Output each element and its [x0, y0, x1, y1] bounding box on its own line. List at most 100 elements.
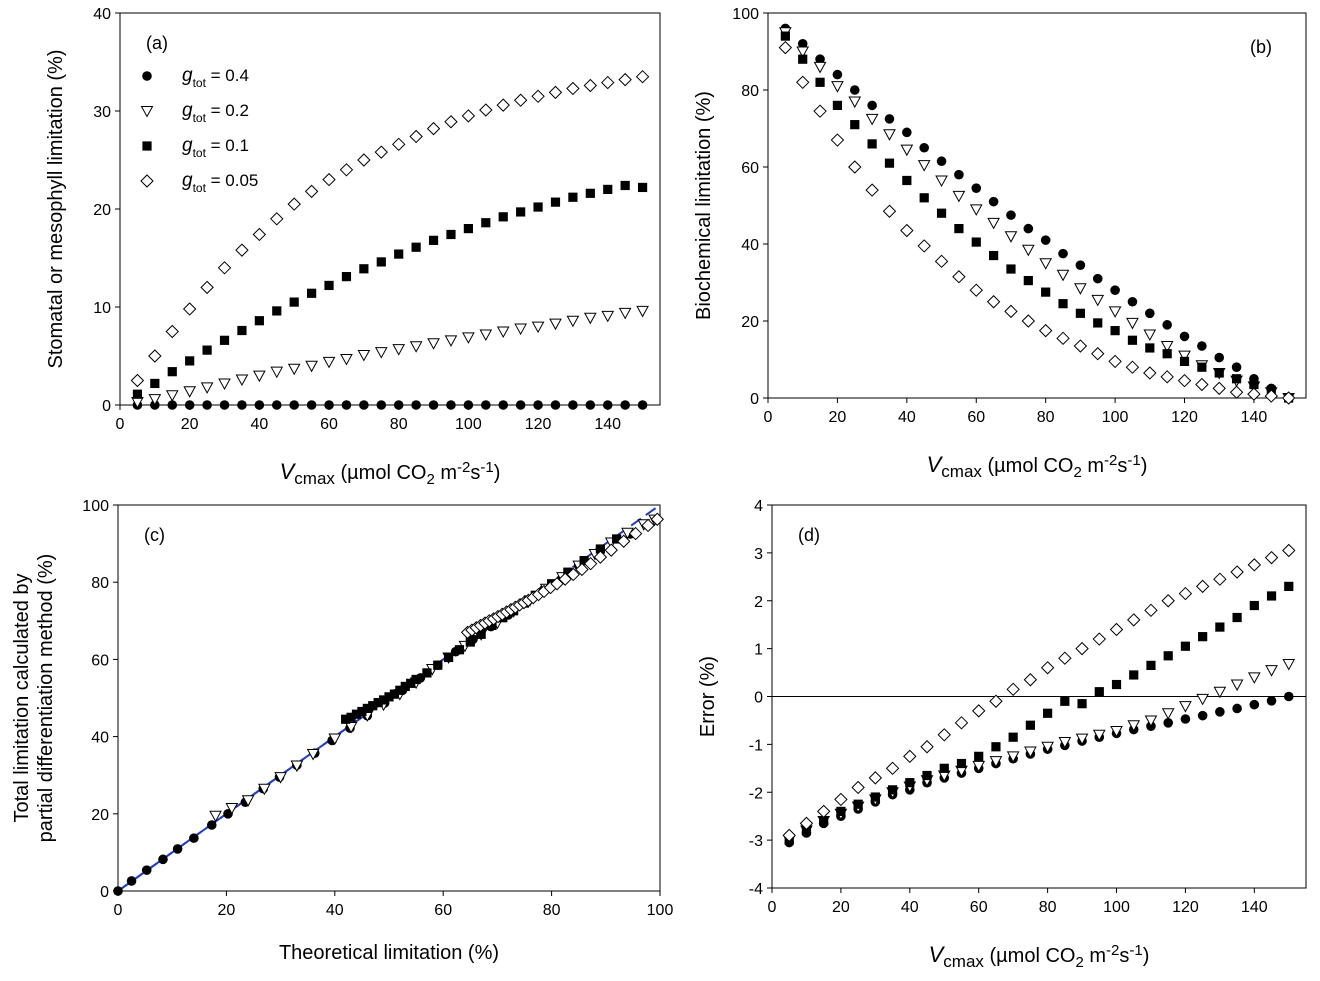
y-tick-label: 100 — [732, 6, 759, 23]
data-point — [566, 81, 580, 96]
data-point — [1025, 720, 1035, 730]
x-axis-label: Vcmax (µmol CO2 m-2s-1) — [929, 942, 1150, 971]
data-point — [903, 749, 917, 764]
data-point — [1023, 223, 1034, 234]
data-point — [481, 218, 491, 228]
data-point — [1230, 679, 1244, 692]
series-filled-square — [132, 180, 648, 399]
series-open-down-triangle — [782, 658, 1296, 847]
legend-marker — [140, 174, 154, 188]
data-point — [444, 115, 458, 129]
plot-frame — [767, 12, 1307, 399]
data-point — [604, 543, 618, 557]
data-point — [954, 716, 969, 730]
data-point — [184, 400, 195, 410]
data-point — [241, 795, 255, 807]
data-point — [463, 400, 474, 410]
legend-marker — [140, 106, 154, 118]
data-point — [1092, 729, 1106, 742]
data-point — [801, 825, 812, 836]
data-point — [172, 844, 183, 854]
data-point — [1232, 703, 1242, 714]
data-point — [1023, 673, 1038, 687]
data-point — [1197, 341, 1207, 351]
data-point — [1110, 725, 1123, 738]
data-point — [1214, 368, 1224, 378]
x-axis-label: Vcmax (µmol CO2 m-2s-1) — [280, 459, 501, 488]
data-point — [189, 833, 199, 843]
x-tick-label: 120 — [525, 416, 552, 433]
data-point — [989, 250, 999, 261]
data-point — [158, 854, 168, 865]
data-point — [305, 360, 318, 373]
data-point — [566, 315, 580, 328]
data-point — [148, 349, 162, 363]
x-tick-label: 40 — [898, 409, 916, 426]
legend: gtot = 0.4 gtot = 0.2 gtot = 0.1 gtot = 0.0… — [140, 65, 258, 195]
data-point — [219, 335, 230, 345]
data-point — [870, 792, 880, 802]
data-point — [832, 100, 843, 110]
data-point — [463, 224, 473, 234]
data-point — [1231, 362, 1242, 373]
data-point — [1075, 733, 1089, 746]
data-point — [1284, 581, 1294, 591]
data-point — [1144, 603, 1158, 618]
data-point — [148, 394, 162, 406]
data-point — [1229, 385, 1244, 399]
data-point — [884, 114, 895, 124]
data-point — [304, 184, 319, 199]
y-tick-label: -1 — [749, 737, 763, 754]
data-point — [428, 400, 439, 410]
data-point — [1265, 665, 1278, 677]
data-point — [885, 761, 900, 776]
data-point — [1093, 318, 1103, 328]
y-tick-label: -2 — [749, 785, 763, 802]
data-point — [616, 534, 631, 548]
series-open-diamond — [778, 40, 1296, 405]
data-point — [1281, 391, 1296, 405]
data-point — [374, 145, 388, 159]
data-point — [952, 190, 966, 203]
x-tick-label: 60 — [434, 902, 452, 919]
data-point — [972, 704, 986, 718]
data-point — [253, 370, 266, 383]
data-point — [1282, 543, 1296, 558]
data-point — [1266, 696, 1277, 706]
data-point — [1038, 323, 1053, 338]
data-point — [141, 865, 152, 875]
data-point — [989, 694, 1003, 708]
data-point — [620, 180, 630, 191]
data-point — [883, 129, 896, 141]
data-point — [209, 810, 222, 823]
data-point — [1145, 343, 1155, 353]
data-point — [1161, 594, 1175, 608]
y-tick-label: 3 — [754, 546, 763, 563]
x-tick-label: 40 — [326, 902, 344, 919]
data-point — [252, 227, 267, 242]
data-point — [550, 577, 564, 591]
data-point — [905, 778, 915, 788]
y-tick-label: 80 — [741, 83, 759, 100]
data-point — [444, 652, 454, 663]
data-point — [1058, 299, 1068, 309]
data-point — [991, 742, 1001, 752]
data-point — [971, 183, 982, 193]
data-point — [237, 400, 247, 410]
data-point — [1006, 210, 1016, 220]
data-point — [815, 77, 825, 87]
y-tick-label: 1 — [754, 642, 763, 659]
data-point — [836, 806, 846, 816]
legend-entry: gtot = 0.4 — [182, 65, 249, 90]
data-point — [834, 792, 848, 807]
series-filled-circle — [784, 691, 1294, 848]
data-point — [1247, 558, 1262, 572]
data-point — [533, 400, 543, 410]
data-point — [971, 237, 981, 247]
data-point — [1145, 308, 1155, 319]
data-point — [848, 96, 862, 109]
data-point — [1108, 354, 1122, 369]
data-point — [324, 280, 334, 291]
data-point — [287, 363, 301, 376]
x-tick-label: 20 — [181, 416, 199, 433]
